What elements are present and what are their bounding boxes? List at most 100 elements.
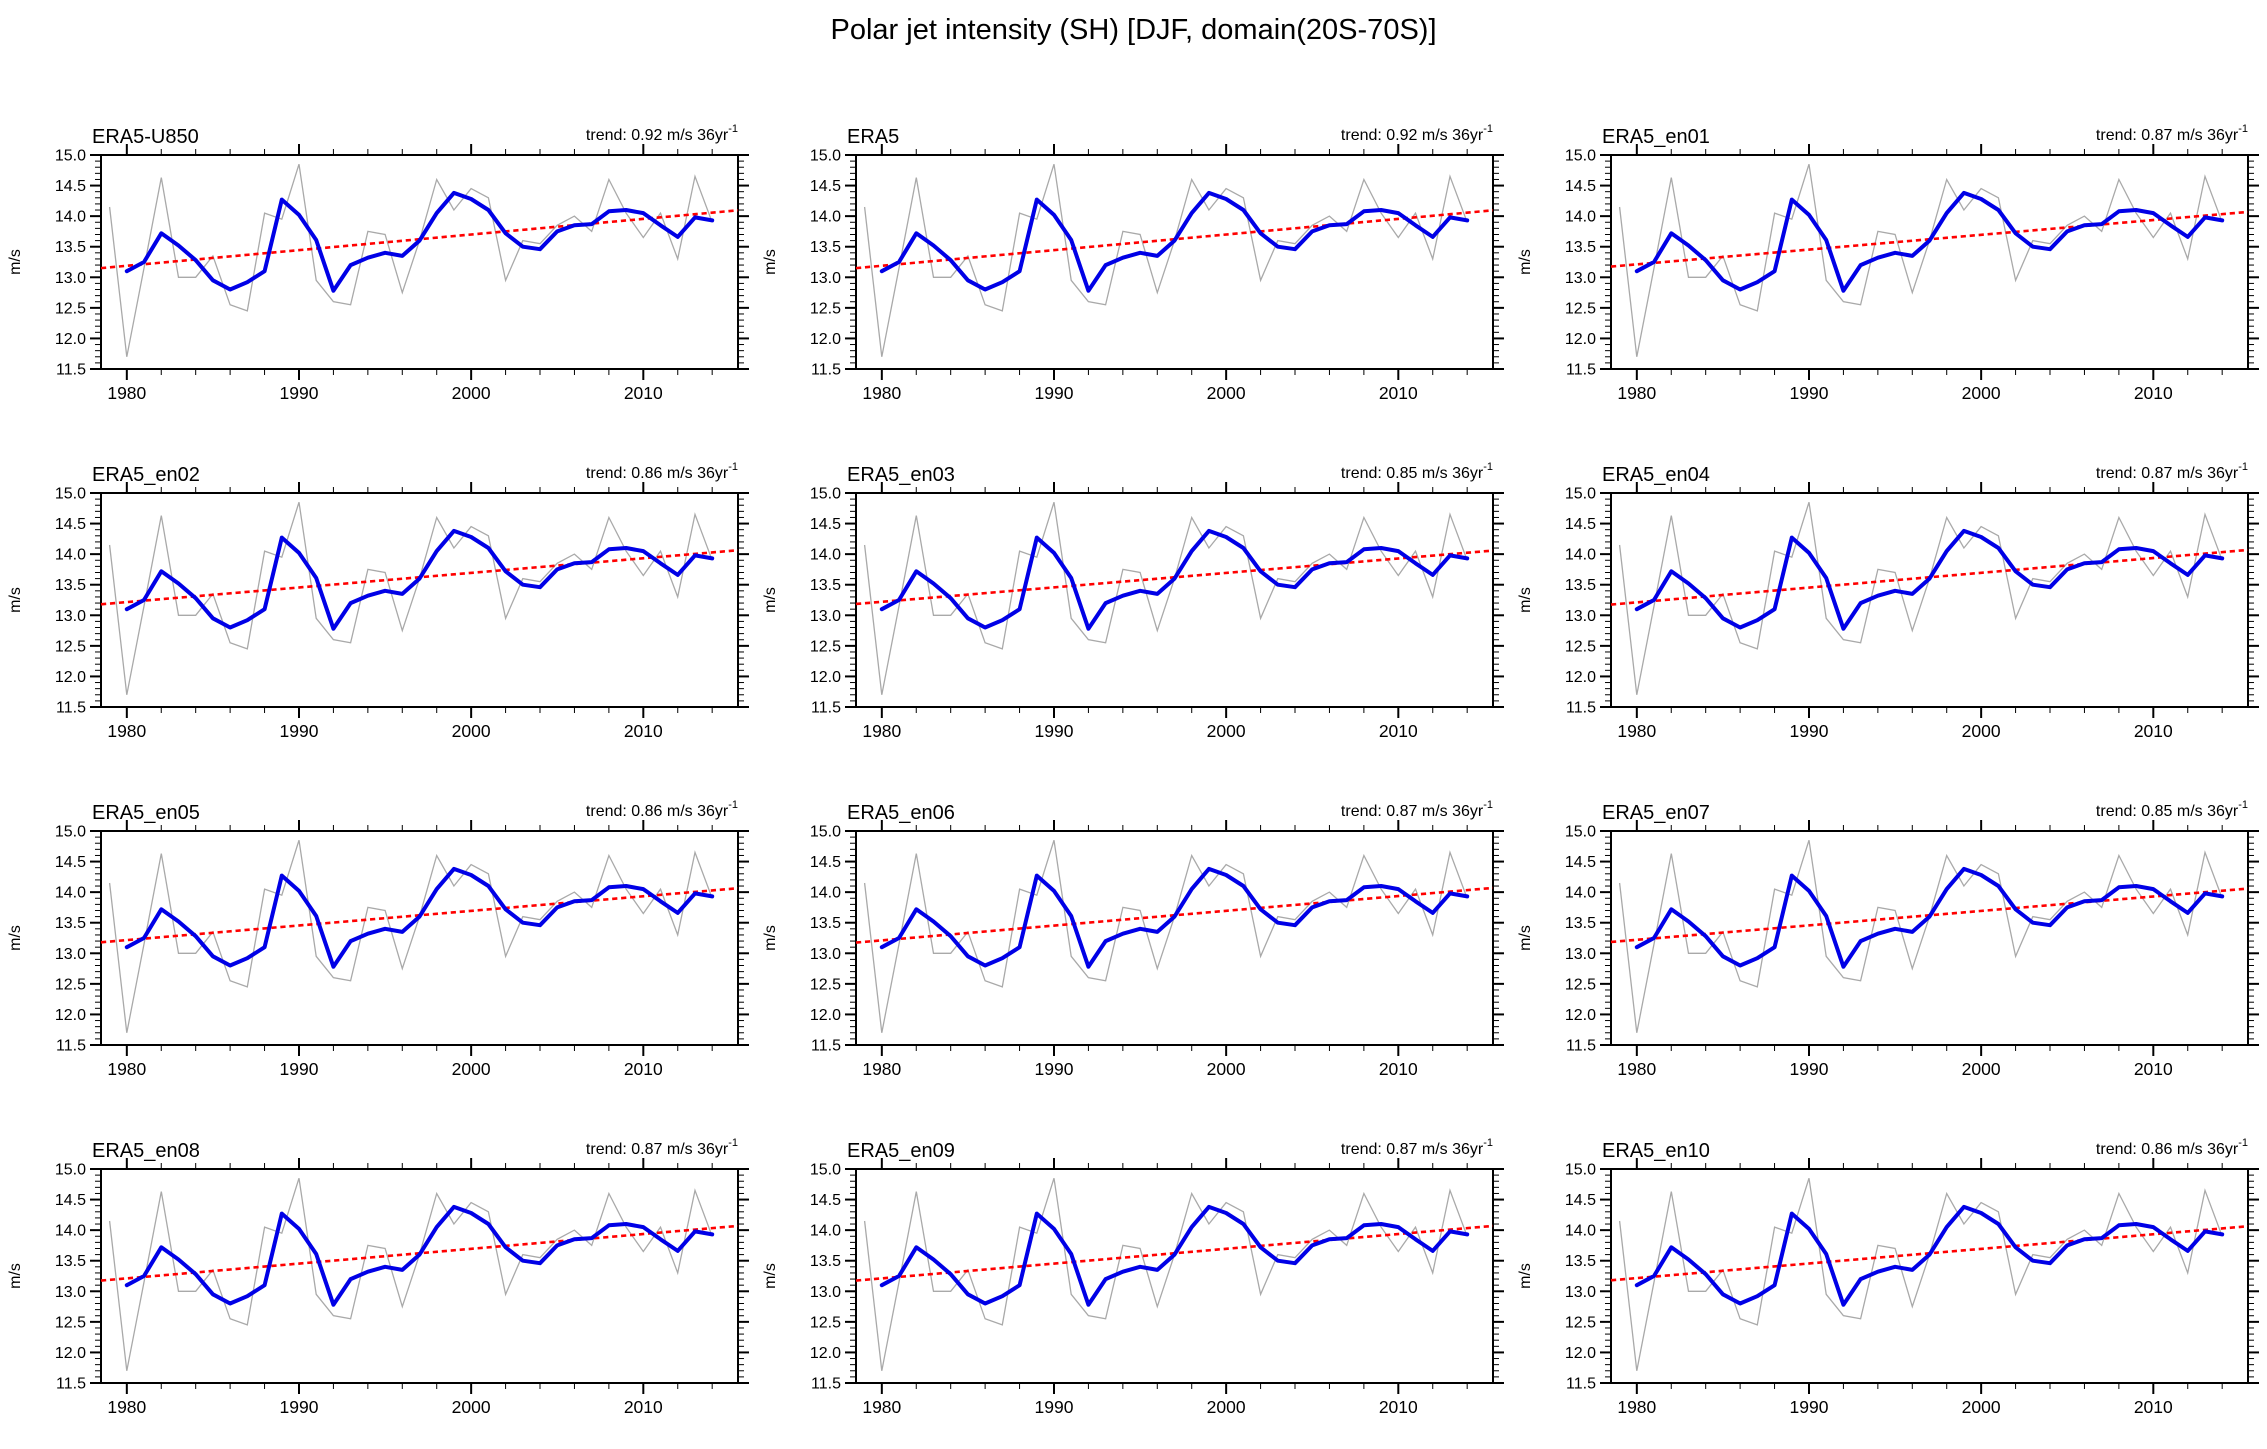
panel-trend-label: trend: 0.87 m/s 36yr-1 [2096, 123, 2248, 144]
plot-frame [1610, 154, 2249, 370]
y-axis-label: m/s [762, 249, 779, 275]
y-axis-label: m/s [7, 925, 24, 951]
y-tick-label: 12.5 [55, 1314, 86, 1331]
x-tick-label: 1980 [107, 721, 146, 741]
axis-ticks [845, 1158, 1504, 1394]
y-tick-label: 12.0 [55, 1007, 86, 1024]
y-tick-label: 13.0 [55, 608, 86, 625]
x-tick-label: 1980 [862, 1059, 901, 1079]
panel-title: ERA5_en10 [1602, 1140, 1710, 1162]
panel-title: ERA5_en04 [1602, 464, 1710, 486]
y-tick-label: 14.5 [1565, 516, 1596, 533]
panel-ERA5_en03: 11.5 12.0 12.5 13.0 13.5 14.0 14.5 15.0 1980 1990… [756, 418, 1511, 756]
panel-title: ERA5_en08 [92, 1140, 200, 1162]
y-tick-label: 15.0 [55, 824, 86, 841]
timeseries-chart: 11.5 12.0 12.5 13.0 13.5 14.0 14.5 15.0 1980 1990… [7, 1137, 749, 1417]
y-tick-label: 14.5 [55, 854, 86, 871]
x-tick-label: 2010 [624, 383, 663, 403]
y-tick-label: 12.0 [1565, 1345, 1596, 1362]
x-tick-label: 1980 [107, 383, 146, 403]
panel-trend-label: trend: 0.87 m/s 36yr-1 [1341, 1137, 1493, 1158]
smoothed-series-line [879, 528, 1470, 631]
panel-ERA5_en02: 11.5 12.0 12.5 13.0 13.5 14.0 14.5 15.0 1980 1990… [1, 418, 756, 756]
y-tick-label: 13.0 [1565, 946, 1596, 963]
axis-ticks [1600, 1158, 2259, 1394]
panel-title: ERA5-U850 [92, 126, 199, 148]
y-tick-label: 12.5 [1565, 976, 1596, 993]
x-tick-label: 2010 [1379, 1397, 1418, 1417]
y-tick-label: 14.5 [1565, 854, 1596, 871]
y-tick-label: 12.0 [55, 669, 86, 686]
panel-ERA5_en08: 11.5 12.0 12.5 13.0 13.5 14.0 14.5 15.0 1980 1990… [1, 1094, 756, 1432]
panel-trend-label: trend: 0.85 m/s 36yr-1 [2096, 799, 2248, 820]
annual-series-line [863, 502, 1468, 695]
smoothed-series-line [879, 190, 1470, 293]
panel-title: ERA5_en09 [847, 1140, 955, 1162]
x-tick-label: 2000 [1207, 383, 1246, 403]
y-tick-label: 12.0 [55, 1345, 86, 1362]
y-tick-label: 14.5 [810, 516, 841, 533]
panel-title: ERA5_en01 [1602, 126, 1710, 148]
y-tick-label: 13.0 [1565, 1284, 1596, 1301]
x-tick-label: 1990 [1035, 1059, 1074, 1079]
x-tick-label: 2000 [1207, 1059, 1246, 1079]
plot-frame [1610, 830, 2249, 1046]
x-tick-label: 2010 [624, 721, 663, 741]
y-axis-label: m/s [7, 249, 24, 275]
y-tick-label: 13.0 [55, 1284, 86, 1301]
smoothed-series-line [124, 528, 715, 631]
timeseries-chart: 11.5 12.0 12.5 13.0 13.5 14.0 14.5 15.0 1980 1990… [762, 799, 1504, 1079]
plot-frame [855, 492, 1494, 708]
x-tick-label: 1990 [280, 1059, 319, 1079]
panel-ERA5_en09: 11.5 12.0 12.5 13.0 13.5 14.0 14.5 15.0 1980 1990… [756, 1094, 1511, 1432]
y-axis-label: m/s [762, 925, 779, 951]
x-tick-label: 1990 [1790, 1059, 1829, 1079]
x-tick-label: 1980 [107, 1397, 146, 1417]
panel-ERA5_en04: 11.5 12.0 12.5 13.0 13.5 14.0 14.5 15.0 1980 1990… [1511, 418, 2266, 756]
annual-series-line [863, 1178, 1468, 1371]
y-tick-label: 13.5 [810, 239, 841, 256]
panel-ERA5_en10: 11.5 12.0 12.5 13.0 13.5 14.0 14.5 15.0 1980 1990… [1511, 1094, 2266, 1432]
panel-ERA5_en01: 11.5 12.0 12.5 13.0 13.5 14.0 14.5 15.0 1980 1990… [1511, 80, 2266, 418]
y-tick-label: 14.0 [810, 547, 841, 564]
x-tick-label: 2000 [1962, 1397, 2001, 1417]
timeseries-chart: 11.5 12.0 12.5 13.0 13.5 14.0 14.5 15.0 1980 1990… [1517, 799, 2259, 1079]
plot-frame [855, 830, 1494, 1046]
x-tick-label: 1990 [1790, 383, 1829, 403]
y-tick-label: 12.5 [1565, 300, 1596, 317]
x-tick-label: 2000 [1207, 721, 1246, 741]
x-tick-label: 1980 [862, 721, 901, 741]
y-tick-label: 14.0 [1565, 547, 1596, 564]
y-tick-label: 14.0 [1565, 209, 1596, 226]
x-tick-label: 1990 [280, 383, 319, 403]
y-tick-label: 12.5 [55, 976, 86, 993]
y-tick-label: 14.5 [810, 854, 841, 871]
y-tick-label: 15.0 [1565, 1162, 1596, 1179]
axis-ticks [90, 482, 749, 718]
y-tick-label: 15.0 [55, 1162, 86, 1179]
plot-frame [1610, 492, 2249, 708]
y-tick-label: 11.5 [811, 362, 841, 379]
y-tick-label: 15.0 [1565, 486, 1596, 503]
y-tick-label: 14.5 [55, 178, 86, 195]
x-tick-label: 2010 [1379, 1059, 1418, 1079]
plot-frame [855, 154, 1494, 370]
x-tick-label: 2000 [452, 721, 491, 741]
y-tick-label: 12.0 [1565, 1007, 1596, 1024]
annual-series-line [108, 840, 713, 1033]
annual-series-line [863, 840, 1468, 1033]
y-tick-label: 13.5 [1565, 915, 1596, 932]
y-tick-label: 12.5 [810, 976, 841, 993]
x-tick-label: 2010 [1379, 721, 1418, 741]
x-tick-label: 1980 [1617, 721, 1656, 741]
plot-frame [1610, 1168, 2249, 1384]
y-tick-label: 13.5 [55, 915, 86, 932]
y-tick-label: 14.0 [1565, 1223, 1596, 1240]
y-tick-label: 14.0 [810, 1223, 841, 1240]
x-tick-label: 2000 [1962, 721, 2001, 741]
y-tick-label: 13.5 [1565, 1253, 1596, 1270]
panel-trend-label: trend: 0.92 m/s 36yr-1 [1341, 123, 1493, 144]
annual-series-line [1618, 502, 2223, 695]
y-tick-label: 13.0 [1565, 608, 1596, 625]
x-tick-label: 1990 [1790, 721, 1829, 741]
